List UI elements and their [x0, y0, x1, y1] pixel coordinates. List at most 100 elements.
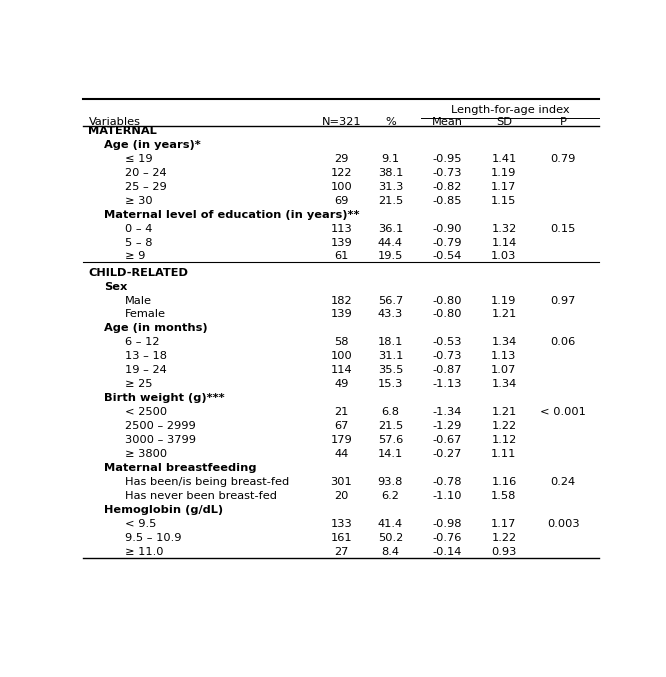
Text: -0.80: -0.80 [432, 295, 462, 305]
Text: 1.22: 1.22 [492, 533, 516, 543]
Text: 13 – 18: 13 – 18 [125, 351, 166, 362]
Text: 21: 21 [334, 408, 348, 417]
Text: 3000 – 3799: 3000 – 3799 [125, 435, 196, 445]
Text: 301: 301 [330, 477, 352, 487]
Text: 1.32: 1.32 [492, 223, 517, 234]
Text: -0.80: -0.80 [432, 309, 462, 320]
Text: 9.1: 9.1 [382, 154, 400, 164]
Text: 113: 113 [330, 223, 352, 234]
Text: 9.5 – 10.9: 9.5 – 10.9 [125, 533, 181, 543]
Text: 1.17: 1.17 [492, 519, 517, 529]
Text: 27: 27 [334, 547, 348, 557]
Text: 2500 – 2999: 2500 – 2999 [125, 421, 195, 431]
Text: 25 – 29: 25 – 29 [125, 181, 166, 192]
Text: ≥ 9: ≥ 9 [125, 251, 145, 261]
Text: 0.003: 0.003 [547, 519, 579, 529]
Text: -1.29: -1.29 [432, 421, 462, 431]
Text: ≥ 30: ≥ 30 [125, 196, 152, 206]
Text: 0.79: 0.79 [551, 154, 576, 164]
Text: 133: 133 [330, 519, 352, 529]
Text: ≥ 25: ≥ 25 [125, 379, 152, 389]
Text: 93.8: 93.8 [378, 477, 403, 487]
Text: 19 – 24: 19 – 24 [125, 366, 166, 375]
Text: Length-for-age index: Length-for-age index [451, 105, 569, 115]
Text: 15.3: 15.3 [378, 379, 403, 389]
Text: -0.73: -0.73 [432, 351, 462, 362]
Text: Mean: Mean [432, 117, 463, 127]
Text: 1.13: 1.13 [492, 351, 517, 362]
Text: 49: 49 [334, 379, 348, 389]
Text: 100: 100 [330, 351, 352, 362]
Text: 161: 161 [330, 533, 352, 543]
Text: ≥ 3800: ≥ 3800 [125, 449, 166, 459]
Text: 56.7: 56.7 [378, 295, 403, 305]
Text: -0.98: -0.98 [432, 519, 462, 529]
Text: 0.97: 0.97 [551, 295, 576, 305]
Text: < 0.001: < 0.001 [540, 408, 586, 417]
Text: Hemoglobin (g/dL): Hemoglobin (g/dL) [104, 505, 223, 515]
Text: Maternal level of education (in years)**: Maternal level of education (in years)** [104, 210, 360, 219]
Text: %: % [385, 117, 396, 127]
Text: 21.5: 21.5 [378, 196, 403, 206]
Text: 29: 29 [334, 154, 348, 164]
Text: -0.67: -0.67 [432, 435, 462, 445]
Text: Has never been breast-fed: Has never been breast-fed [125, 491, 276, 501]
Text: -1.13: -1.13 [432, 379, 462, 389]
Text: -0.76: -0.76 [432, 533, 462, 543]
Text: ≥ 11.0: ≥ 11.0 [125, 547, 163, 557]
Text: 1.58: 1.58 [492, 491, 517, 501]
Text: 14.1: 14.1 [378, 449, 403, 459]
Text: 35.5: 35.5 [378, 366, 403, 375]
Text: < 2500: < 2500 [125, 408, 166, 417]
Text: -0.85: -0.85 [432, 196, 462, 206]
Text: 44.4: 44.4 [378, 238, 403, 248]
Text: 182: 182 [330, 295, 352, 305]
Text: 1.07: 1.07 [492, 366, 517, 375]
Text: Sex: Sex [104, 282, 127, 292]
Text: 67: 67 [334, 421, 348, 431]
Text: -1.34: -1.34 [432, 408, 462, 417]
Text: 6.2: 6.2 [382, 491, 400, 501]
Text: 21.5: 21.5 [378, 421, 403, 431]
Text: -1.10: -1.10 [432, 491, 462, 501]
Text: 50.2: 50.2 [378, 533, 403, 543]
Text: 139: 139 [330, 238, 352, 248]
Text: 31.3: 31.3 [378, 181, 403, 192]
Text: -0.82: -0.82 [432, 181, 462, 192]
Text: 58: 58 [334, 337, 348, 347]
Text: P: P [560, 117, 567, 127]
Text: 5 – 8: 5 – 8 [125, 238, 152, 248]
Text: Female: Female [125, 309, 166, 320]
Text: 139: 139 [330, 309, 352, 320]
Text: 1.11: 1.11 [492, 449, 517, 459]
Text: 1.14: 1.14 [492, 238, 517, 248]
Text: 57.6: 57.6 [378, 435, 403, 445]
Text: 19.5: 19.5 [378, 251, 403, 261]
Text: -0.78: -0.78 [432, 477, 462, 487]
Text: SD: SD [496, 117, 512, 127]
Text: ≤ 19: ≤ 19 [125, 154, 152, 164]
Text: Male: Male [125, 295, 152, 305]
Text: -0.14: -0.14 [432, 547, 462, 557]
Text: 20: 20 [334, 491, 348, 501]
Text: 41.4: 41.4 [378, 519, 403, 529]
Text: 1.12: 1.12 [492, 435, 517, 445]
Text: MATERNAL: MATERNAL [89, 126, 157, 136]
Text: 6 – 12: 6 – 12 [125, 337, 159, 347]
Text: 0.15: 0.15 [551, 223, 576, 234]
Text: -0.54: -0.54 [432, 251, 462, 261]
Text: 1.34: 1.34 [492, 337, 517, 347]
Text: 0 – 4: 0 – 4 [125, 223, 152, 234]
Text: 18.1: 18.1 [378, 337, 403, 347]
Text: -0.95: -0.95 [432, 154, 462, 164]
Text: Birth weight (g)***: Birth weight (g)*** [104, 393, 224, 403]
Text: Maternal breastfeeding: Maternal breastfeeding [104, 463, 256, 473]
Text: Variables: Variables [89, 117, 141, 127]
Text: 122: 122 [330, 168, 352, 177]
Text: 1.19: 1.19 [492, 168, 517, 177]
Text: Age (in months): Age (in months) [104, 324, 208, 334]
Text: 36.1: 36.1 [378, 223, 403, 234]
Text: < 9.5: < 9.5 [125, 519, 156, 529]
Text: 0.06: 0.06 [551, 337, 576, 347]
Text: 38.1: 38.1 [378, 168, 403, 177]
